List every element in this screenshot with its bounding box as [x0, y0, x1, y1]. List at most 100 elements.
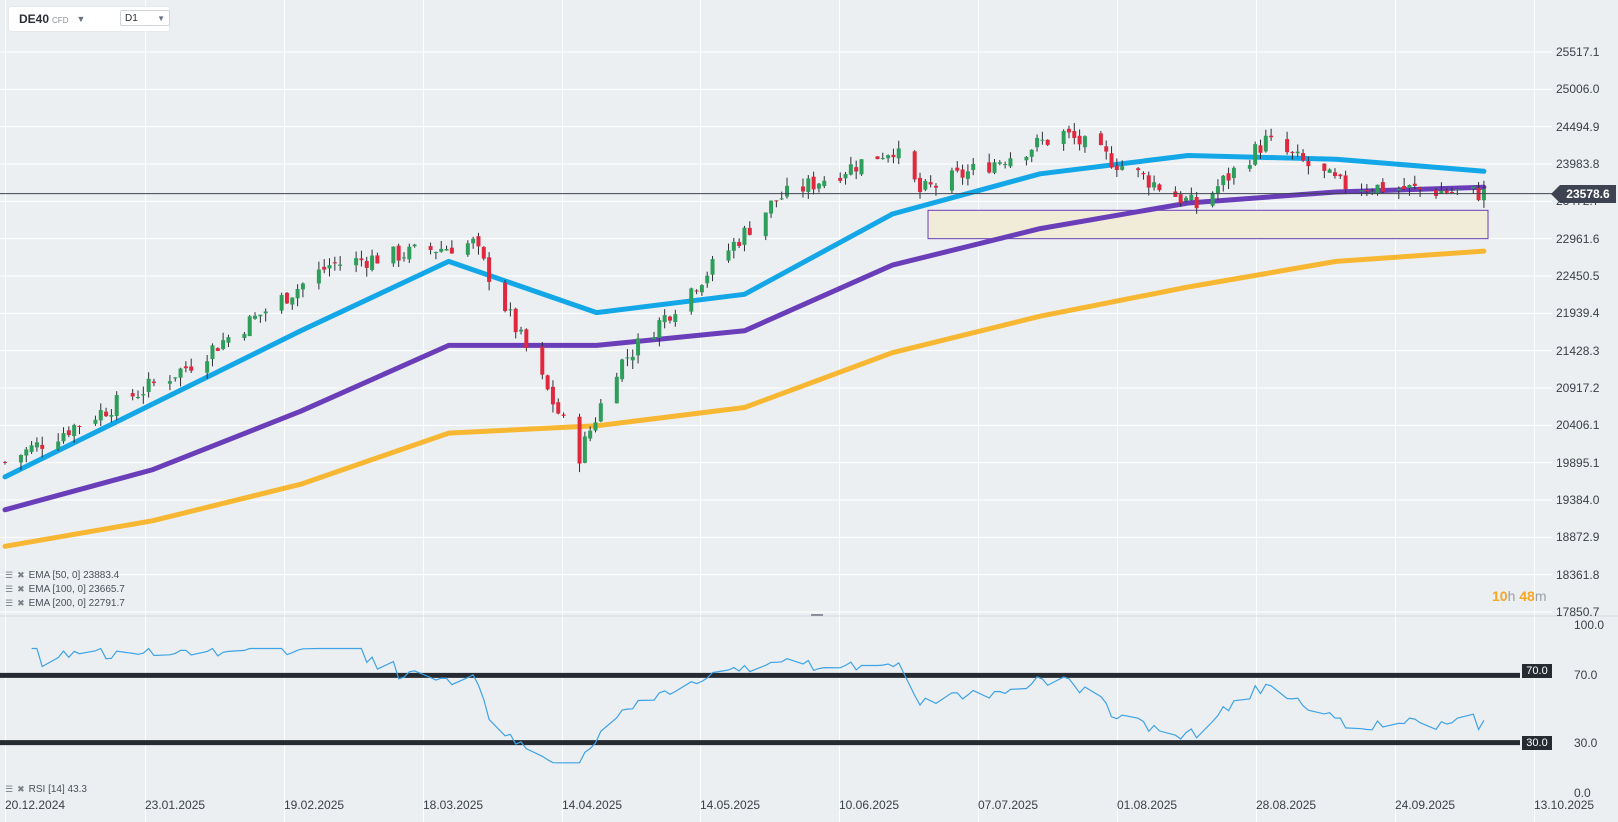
candle [816, 182, 821, 193]
candle [1157, 183, 1162, 192]
candle [1418, 186, 1423, 197]
candle [130, 389, 135, 401]
settings-icon[interactable]: ☰ [5, 784, 14, 794]
candle [401, 252, 406, 262]
candle [891, 148, 896, 164]
candle [1247, 160, 1252, 172]
candle [109, 409, 114, 423]
indicator-legend-ema50[interactable]: ☰ ✖ EMA [50, 0] 23883.4 [5, 570, 120, 581]
candle [1226, 167, 1231, 190]
date-tick-label: 07.07.2025 [978, 798, 1039, 812]
candle [806, 175, 811, 199]
chart-grid [0, 0, 1552, 822]
candle [205, 355, 210, 379]
rsi-tick-label: 100.0 [1574, 618, 1605, 632]
price-tick-label: 23983.8 [1556, 157, 1600, 171]
close-icon[interactable]: ✖ [17, 584, 25, 594]
close-icon[interactable]: ✖ [17, 784, 25, 794]
price-tick-label: 20917.2 [1556, 381, 1600, 395]
candle [588, 426, 593, 442]
price-tick-label: 21428.3 [1556, 343, 1600, 358]
price-tag-arrow [1551, 184, 1560, 203]
candle [412, 243, 417, 248]
rsi-line [31, 647, 1485, 764]
candle [598, 398, 603, 423]
candle [114, 391, 119, 421]
candle [689, 287, 694, 315]
candle [1003, 161, 1008, 169]
price-tick-label: 19895.1 [1556, 455, 1600, 470]
candle [327, 258, 332, 277]
candle [513, 307, 518, 339]
candle [56, 433, 61, 451]
indicator-legend-ema200[interactable]: ☰ ✖ EMA [200, 0] 22791.7 [5, 598, 125, 609]
candle [1295, 144, 1300, 157]
candle [104, 407, 109, 417]
candle [843, 171, 848, 185]
candle [1194, 191, 1199, 214]
close-icon[interactable]: ✖ [17, 598, 25, 608]
caret-down-icon[interactable]: ▼ [76, 14, 86, 24]
candle [1152, 175, 1157, 191]
pane-resize-handle[interactable] [811, 614, 823, 616]
candle [242, 331, 247, 341]
settings-icon[interactable]: ☰ [5, 570, 14, 580]
candle [1306, 156, 1311, 175]
candle [178, 367, 183, 387]
candle [1141, 171, 1146, 180]
price-tick-label: 20406.1 [1556, 418, 1600, 433]
candle [923, 178, 928, 192]
candle [1258, 139, 1263, 160]
candle [189, 358, 194, 373]
settings-icon[interactable]: ☰ [5, 598, 14, 608]
indicator-legend-rsi[interactable]: ☰ ✖ RSI [14] 43.3 [5, 784, 87, 795]
candle [742, 225, 747, 252]
candle [848, 156, 853, 176]
symbol-type: CFD [52, 15, 69, 25]
candle [359, 250, 364, 267]
ema-50-line [2, 153, 1487, 480]
candle [316, 261, 321, 290]
close-icon[interactable]: ✖ [17, 570, 25, 580]
candle [630, 349, 635, 370]
candle [34, 437, 39, 452]
candle [77, 425, 82, 435]
candle [731, 237, 736, 259]
candle [1322, 163, 1327, 179]
candle [61, 427, 66, 444]
price-tick-label: 22450.5 [1556, 269, 1600, 283]
candle [1035, 134, 1040, 152]
candle [800, 178, 805, 198]
date-tick-label: 20.12.2024 [5, 798, 66, 812]
settings-icon[interactable]: ☰ [5, 584, 14, 594]
candle [18, 454, 23, 471]
candle [1412, 175, 1417, 189]
candle [561, 412, 566, 418]
candle [66, 426, 71, 438]
candle [636, 333, 641, 364]
candle [896, 140, 901, 165]
candle [785, 177, 790, 199]
candle [370, 249, 375, 272]
candle [221, 332, 226, 351]
candle [1109, 146, 1114, 169]
candle [577, 413, 582, 473]
indicator-legend-ema100[interactable]: ☰ ✖ EMA [100, 0] 23665.7 [5, 584, 125, 595]
candle [1146, 171, 1151, 196]
timeframe-select[interactable]: D1 ▼ [120, 10, 170, 26]
candle [779, 191, 784, 200]
candle [1040, 131, 1045, 145]
candle [253, 312, 258, 320]
candle [1263, 129, 1268, 153]
candle [880, 152, 885, 160]
candle [1008, 152, 1013, 168]
candle [508, 302, 513, 317]
candle [556, 398, 561, 415]
rsi-level-30-tag: 30.0 [1522, 736, 1552, 750]
candle [918, 172, 923, 199]
candle [322, 259, 327, 274]
candle [614, 372, 619, 404]
candle [822, 176, 827, 189]
symbol-name[interactable]: DE40 [19, 12, 50, 26]
